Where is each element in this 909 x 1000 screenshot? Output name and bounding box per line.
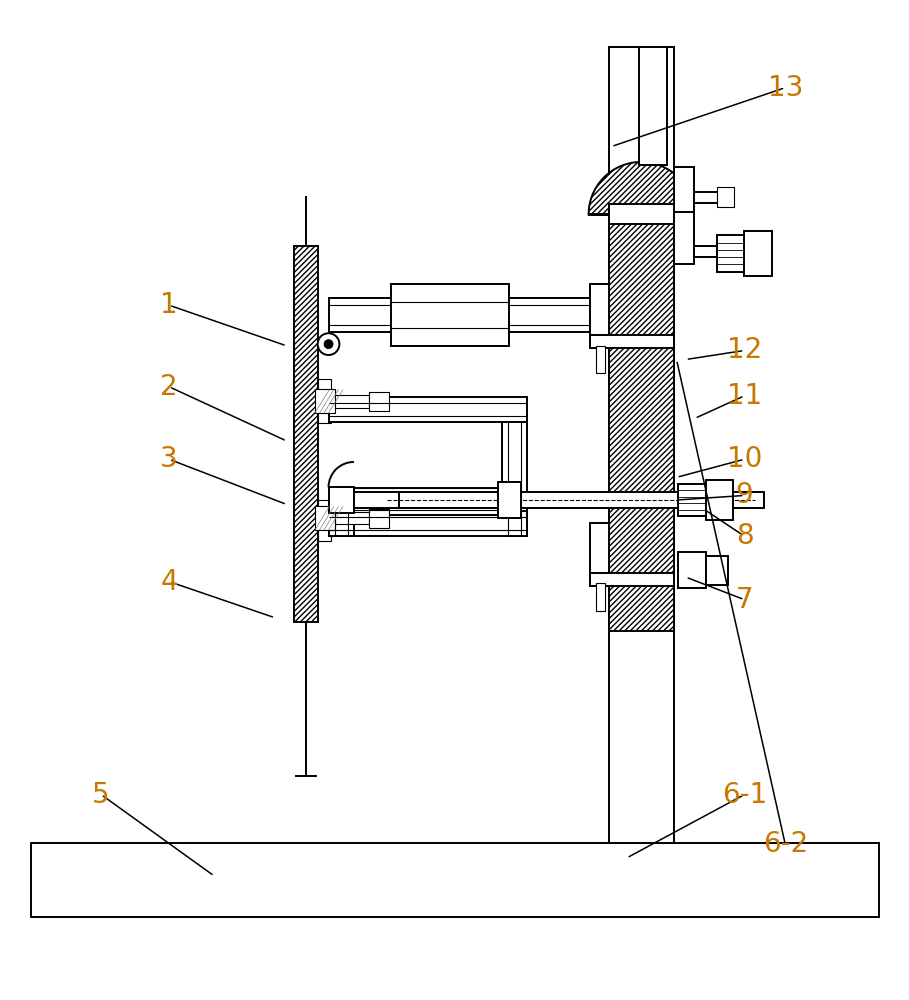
Bar — [317, 379, 331, 423]
Text: 7: 7 — [735, 586, 754, 614]
Bar — [705, 480, 733, 520]
Bar — [335, 512, 369, 524]
Bar — [717, 187, 734, 207]
Bar — [328, 397, 527, 422]
Text: 10: 10 — [727, 445, 762, 473]
Text: 11: 11 — [727, 382, 762, 410]
Bar — [590, 335, 674, 348]
Bar — [678, 484, 705, 516]
Bar — [694, 246, 728, 257]
Bar — [335, 395, 369, 408]
Bar — [609, 47, 674, 843]
Text: 8: 8 — [735, 522, 754, 550]
Text: 4: 4 — [160, 568, 178, 596]
Bar — [317, 500, 331, 541]
Bar — [590, 523, 609, 586]
Bar — [354, 492, 399, 508]
Bar — [31, 843, 879, 917]
Bar — [596, 583, 604, 611]
Bar — [678, 552, 705, 588]
Bar — [705, 556, 728, 585]
Bar — [502, 422, 527, 536]
Bar — [295, 246, 317, 622]
Bar — [674, 167, 694, 215]
Bar — [744, 231, 772, 276]
Bar — [369, 509, 389, 528]
Text: 3: 3 — [160, 445, 178, 473]
Bar — [354, 488, 502, 515]
Bar — [328, 513, 354, 536]
Bar — [498, 482, 521, 518]
Bar — [609, 204, 674, 224]
Circle shape — [324, 340, 333, 349]
Bar — [315, 389, 335, 413]
Bar — [639, 47, 666, 165]
Bar — [315, 506, 335, 530]
Bar — [328, 298, 609, 332]
Bar — [368, 492, 764, 508]
Bar — [369, 392, 389, 411]
Text: 12: 12 — [727, 336, 762, 364]
Text: 6-2: 6-2 — [763, 830, 808, 858]
Bar — [596, 346, 604, 373]
Text: 6-1: 6-1 — [722, 781, 767, 809]
Text: 2: 2 — [160, 373, 178, 401]
Bar — [674, 212, 694, 264]
Bar — [717, 235, 744, 272]
Bar — [609, 210, 674, 631]
Text: 9: 9 — [735, 481, 754, 509]
Text: 5: 5 — [92, 781, 110, 809]
Bar — [328, 487, 354, 513]
Text: 1: 1 — [160, 291, 178, 319]
Bar — [694, 192, 728, 203]
Bar — [590, 284, 609, 348]
Circle shape — [317, 333, 339, 355]
Text: 13: 13 — [767, 74, 803, 102]
Bar — [590, 573, 674, 586]
Polygon shape — [589, 162, 694, 215]
Bar — [391, 284, 509, 346]
Bar — [328, 511, 527, 536]
